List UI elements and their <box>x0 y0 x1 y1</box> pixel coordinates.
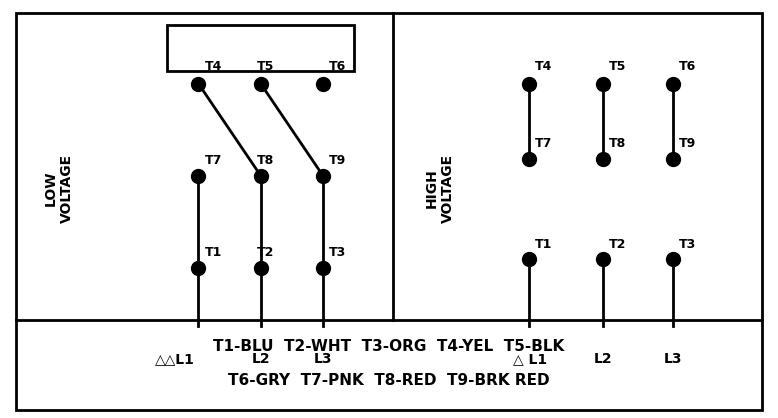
Text: T2: T2 <box>609 238 626 251</box>
Text: T2: T2 <box>257 246 274 259</box>
Text: L2: L2 <box>594 352 612 367</box>
Text: L3: L3 <box>314 352 332 367</box>
Text: T7: T7 <box>205 154 222 167</box>
Text: T1: T1 <box>205 246 222 259</box>
Text: T8: T8 <box>609 138 626 150</box>
Text: T9: T9 <box>329 154 346 167</box>
Text: T3: T3 <box>329 246 346 259</box>
Text: T6: T6 <box>329 60 346 73</box>
Bar <box>167 25 354 71</box>
Text: LOW
VOLTAGE: LOW VOLTAGE <box>44 153 73 223</box>
Text: L2: L2 <box>251 352 270 367</box>
Text: T8: T8 <box>257 154 274 167</box>
Text: T5: T5 <box>257 60 274 73</box>
Text: T6: T6 <box>679 60 696 73</box>
Text: T1: T1 <box>535 238 552 251</box>
Text: T1-BLU  T2-WHT  T3-ORG  T4-YEL  T5-BLK: T1-BLU T2-WHT T3-ORG T4-YEL T5-BLK <box>213 339 565 354</box>
Text: T4: T4 <box>535 60 552 73</box>
Text: HIGH
VOLTAGE: HIGH VOLTAGE <box>425 153 454 223</box>
Text: △△L1: △△L1 <box>155 352 195 367</box>
Text: △ L1: △ L1 <box>513 352 548 367</box>
Text: L3: L3 <box>664 352 682 367</box>
Text: T5: T5 <box>609 60 626 73</box>
Text: T6-GRY  T7-PNK  T8-RED  T9-BRK RED: T6-GRY T7-PNK T8-RED T9-BRK RED <box>228 373 550 388</box>
Text: T4: T4 <box>205 60 222 73</box>
Text: T7: T7 <box>535 138 552 150</box>
Text: T3: T3 <box>679 238 696 251</box>
Text: T9: T9 <box>679 138 696 150</box>
